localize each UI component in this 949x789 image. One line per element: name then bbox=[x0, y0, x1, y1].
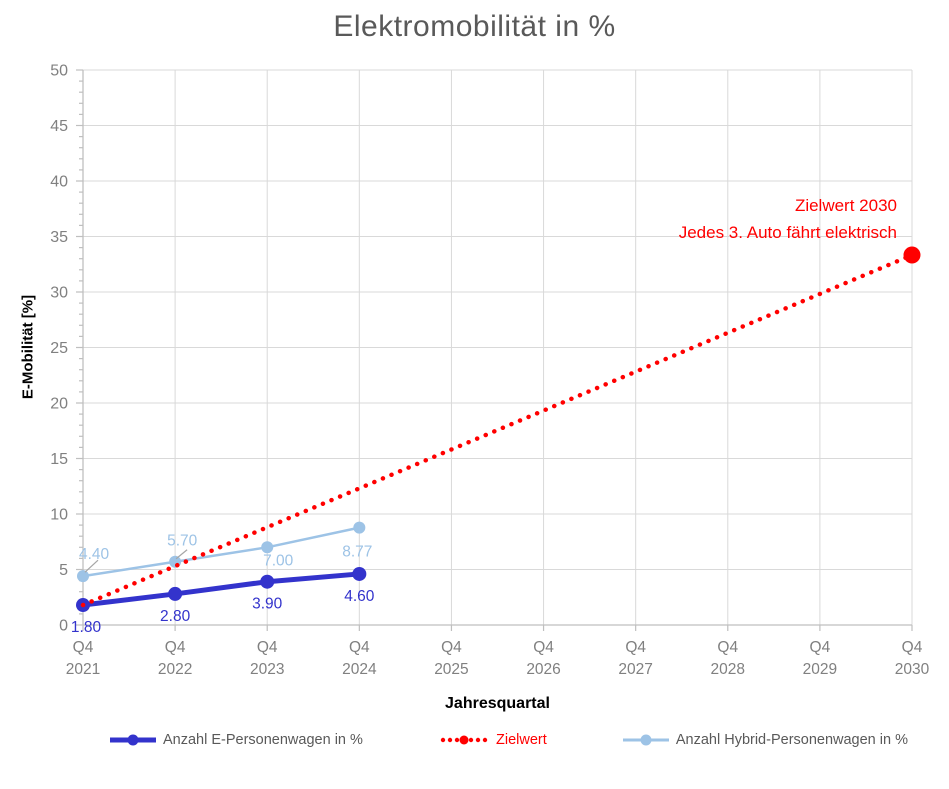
y-tick-label: 35 bbox=[50, 229, 68, 246]
y-tick-label: 10 bbox=[50, 507, 68, 524]
data-point-hybrid bbox=[77, 570, 89, 583]
data-label-hybrid: 7.00 bbox=[263, 552, 294, 569]
x-category-label-year: 2025 bbox=[434, 661, 468, 678]
chart-legend: Anzahl E-Personenwagen in % Zielwert Anz… bbox=[110, 732, 908, 748]
legend-label: Zielwert bbox=[496, 732, 547, 748]
y-tick-label: 0 bbox=[59, 618, 68, 635]
y-tick-label: 20 bbox=[50, 396, 68, 413]
x-category-label-quarter: Q4 bbox=[73, 639, 94, 656]
legend-item-zielwert: Zielwert bbox=[439, 732, 547, 748]
data-point-e bbox=[352, 566, 367, 581]
data-point-e bbox=[260, 574, 275, 589]
x-category-label-quarter: Q4 bbox=[533, 639, 554, 656]
y-tick-label: 30 bbox=[50, 285, 68, 302]
data-label-hybrid: 4.40 bbox=[79, 546, 110, 563]
y-tick-label: 5 bbox=[59, 562, 68, 579]
data-label-e: 2.80 bbox=[160, 608, 191, 625]
x-category-label-year: 2027 bbox=[618, 661, 652, 678]
x-category-label-quarter: Q4 bbox=[257, 639, 278, 656]
x-category-label-year: 2030 bbox=[895, 661, 930, 678]
series-e-line bbox=[80, 571, 362, 608]
data-point-e bbox=[168, 586, 183, 601]
series-ziel-line bbox=[80, 252, 915, 608]
data-label-e: 1.80 bbox=[71, 619, 102, 636]
x-category-label-quarter: Q4 bbox=[717, 639, 738, 656]
data-point-hybrid bbox=[353, 521, 366, 534]
x-category-label-year: 2026 bbox=[526, 661, 560, 678]
x-category-label-quarter: Q4 bbox=[902, 639, 923, 656]
x-category-label-year: 2022 bbox=[158, 661, 192, 678]
x-category-label-year: 2029 bbox=[803, 661, 837, 678]
x-category-label-quarter: Q4 bbox=[625, 639, 646, 656]
data-label-e: 4.60 bbox=[344, 588, 375, 605]
target-annotation: Zielwert 2030 Jedes 3. Auto fährt elektr… bbox=[679, 192, 897, 246]
y-tick-label: 25 bbox=[50, 340, 68, 357]
legend-label: Anzahl E-Personenwagen in % bbox=[163, 732, 363, 748]
label-leader-line bbox=[175, 549, 188, 560]
data-label-hybrid: 5.70 bbox=[167, 533, 198, 550]
x-category-label-year: 2024 bbox=[342, 661, 377, 678]
x-axis-title: Jahresquartal bbox=[445, 695, 550, 712]
line-circle-marker-icon bbox=[110, 733, 156, 747]
data-label-e: 3.90 bbox=[252, 596, 283, 613]
x-category-label-year: 2021 bbox=[66, 661, 100, 678]
series-hybrid-line bbox=[82, 526, 360, 578]
x-category-label-year: 2028 bbox=[711, 661, 745, 678]
chart-title: Elektromobilität in % bbox=[333, 10, 616, 43]
x-category-label-quarter: Q4 bbox=[349, 639, 370, 656]
x-category-label-quarter: Q4 bbox=[810, 639, 831, 656]
legend-label: Anzahl Hybrid-Personenwagen in % bbox=[675, 732, 908, 748]
x-category-label-quarter: Q4 bbox=[441, 639, 462, 656]
x-category-label-quarter: Q4 bbox=[165, 639, 186, 656]
legend-item-hybrid-personenwagen: Anzahl Hybrid-Personenwagen in % bbox=[622, 732, 908, 748]
y-tick-label: 40 bbox=[50, 174, 68, 191]
y-tick-label: 45 bbox=[50, 118, 68, 135]
label-leader-line bbox=[84, 559, 99, 573]
y-tick-label: 50 bbox=[50, 63, 68, 80]
data-point-hybrid bbox=[261, 541, 274, 554]
data-label-hybrid: 8.77 bbox=[342, 544, 372, 561]
y-axis-title: E-Mobilität [%] bbox=[19, 294, 37, 400]
y-tick-label: 15 bbox=[50, 451, 68, 468]
target-annotation-line-2: Jedes 3. Auto fährt elektrisch bbox=[678, 223, 897, 242]
x-category-label-year: 2023 bbox=[250, 661, 284, 678]
line-circle-marker-icon bbox=[622, 733, 669, 747]
dotted-line-marker-icon bbox=[439, 733, 489, 747]
data-point-ziel-target bbox=[903, 246, 921, 264]
target-annotation-line-1: Zielwert 2030 bbox=[794, 196, 897, 215]
legend-item-e-personenwagen: Anzahl E-Personenwagen in % bbox=[110, 732, 363, 748]
